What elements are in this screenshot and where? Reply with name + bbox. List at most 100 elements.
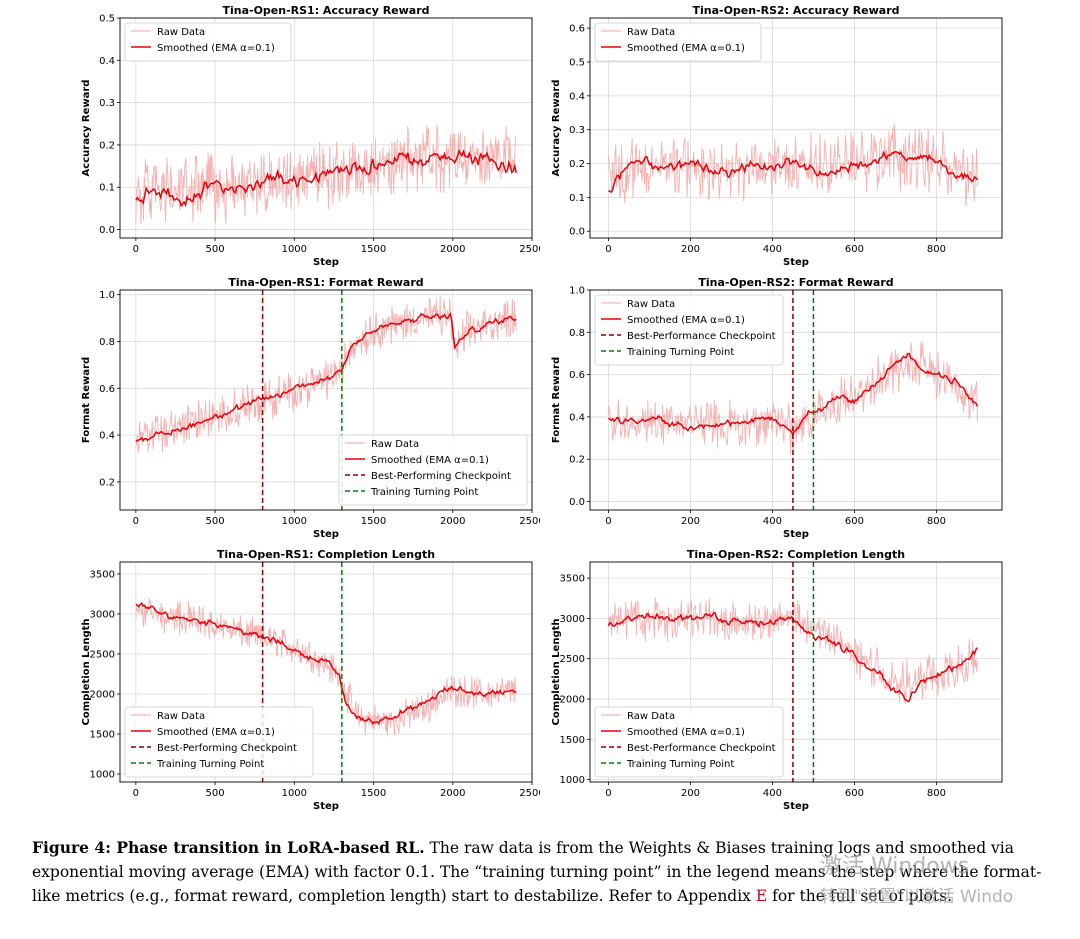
legend-box	[594, 294, 784, 366]
legend: Raw Data Smoothed (EMA α=0.1) Best-Perform…	[594, 294, 784, 366]
x-tick-label: 1000	[282, 244, 307, 255]
x-tick-label: 800	[927, 516, 946, 527]
legend-label: Smoothed (EMA α=0.1)	[627, 315, 745, 326]
appendix-link[interactable]: E	[755, 887, 768, 905]
x-tick-label: 1500	[361, 516, 386, 527]
x-axis-label: Step	[783, 257, 809, 268]
y-tick-label: 0.2	[569, 455, 585, 466]
x-tick-label: 2000	[440, 788, 465, 799]
x-tick-label: 500	[206, 788, 225, 799]
y-tick-label: 0.6	[569, 24, 585, 35]
y-tick-label: 3000	[90, 610, 115, 621]
chart-rs1-format-reward: Tina-Open-RS1: Format Reward 0 500 1000 1500…	[81, 276, 540, 540]
x-tick-label: 800	[927, 788, 946, 799]
y-tick-label: 2500	[560, 654, 585, 665]
x-axis-label: Step	[313, 529, 339, 540]
chart-title: Tina-Open-RS1: Completion Length	[217, 548, 435, 561]
x-axis-label: Step	[783, 529, 809, 540]
figure-caption: Figure 4: Phase transition in LoRA-based…	[32, 836, 1062, 908]
x-tick-label: 600	[845, 244, 864, 255]
legend-label: Raw Data	[627, 711, 675, 722]
legend-label: Training Turning Point	[156, 759, 264, 770]
chart-title: Tina-Open-RS2: Accuracy Reward	[692, 4, 899, 17]
y-tick-label: 0.4	[99, 56, 115, 67]
y-axis-label: Accuracy Reward	[81, 80, 92, 177]
x-tick-label: 0	[605, 516, 611, 527]
y-tick-label: 0.0	[569, 497, 585, 508]
watermark-line-1: 激活 Windows	[820, 854, 970, 879]
y-tick-label: 0.6	[99, 384, 115, 395]
x-tick-label: 200	[681, 244, 700, 255]
y-axis-label: Completion Length	[81, 618, 92, 725]
x-tick-label: 500	[206, 516, 225, 527]
y-tick-label: 0.3	[99, 98, 115, 109]
legend-label: Best-Performance Checkpoint	[627, 743, 776, 754]
y-tick-label: 0.8	[569, 328, 585, 339]
legend-label: Smoothed (EMA α=0.1)	[157, 43, 275, 54]
y-axis-label: Format Reward	[81, 357, 92, 443]
legend-label: Training Turning Point	[626, 759, 734, 770]
series-smoothed-ema	[135, 148, 517, 208]
y-tick-label: 0.0	[569, 227, 585, 238]
legend-box	[594, 706, 784, 778]
legend: Raw Data Smoothed (EMA α=0.1)	[594, 22, 762, 62]
legend: Raw Data Smoothed (EMA α=0.1) Best-Perform…	[124, 706, 314, 778]
x-tick-label: 2500	[519, 516, 540, 527]
x-tick-label: 400	[763, 788, 782, 799]
legend-label: Smoothed (EMA α=0.1)	[157, 727, 275, 738]
y-tick-label: 0.1	[569, 193, 585, 204]
x-tick-label: 0	[133, 788, 139, 799]
legend: Raw Data Smoothed (EMA α=0.1)	[124, 22, 292, 62]
legend-box	[124, 22, 292, 62]
x-tick-label: 2500	[519, 244, 540, 255]
caption-text-end: for the full set of plots.	[767, 887, 952, 905]
chart-rs2-accuracy-reward: Tina-Open-RS2: Accuracy Reward 0 200 400 600…	[551, 4, 1003, 268]
chart-title: Tina-Open-RS2: Format Reward	[698, 276, 893, 289]
x-tick-label: 1500	[361, 244, 386, 255]
x-tick-label: 2000	[440, 516, 465, 527]
y-tick-label: 0.4	[569, 412, 585, 423]
legend-label: Raw Data	[371, 439, 419, 450]
series-raw-data	[135, 124, 517, 224]
series-raw-data	[607, 123, 978, 207]
y-tick-label: 0.5	[569, 58, 585, 69]
y-tick-label: 0.2	[99, 477, 115, 488]
watermark-line-2: 转到"设置"以激活 Windo	[820, 887, 1014, 907]
series-smoothed-ema	[608, 150, 979, 194]
x-tick-label: 1000	[282, 788, 307, 799]
chart-title: Tina-Open-RS1: Format Reward	[228, 276, 423, 289]
legend-label: Smoothed (EMA α=0.1)	[371, 455, 489, 466]
y-axis-label: Completion Length	[551, 618, 562, 725]
y-tick-label: 3500	[90, 570, 115, 581]
legend-label: Raw Data	[627, 299, 675, 310]
x-tick-label: 200	[681, 516, 700, 527]
x-tick-label: 2500	[519, 788, 540, 799]
series-smoothed-ema	[135, 602, 517, 725]
plot-frame	[119, 289, 533, 511]
y-tick-label: 0.0	[99, 225, 115, 236]
y-tick-label: 0.2	[99, 140, 115, 151]
legend: Raw Data Smoothed (EMA α=0.1) Best-Perform…	[594, 706, 784, 778]
y-tick-label: 1.0	[569, 286, 585, 297]
x-tick-label: 600	[845, 788, 864, 799]
y-tick-label: 0.2	[569, 159, 585, 170]
chart-rs2-completion-length: Tina-Open-RS2: Completion Length 0 200 400 6…	[551, 548, 1003, 812]
legend: Raw Data Smoothed (EMA α=0.1) Best-Perform…	[338, 434, 528, 506]
legend-label: Smoothed (EMA α=0.1)	[627, 43, 745, 54]
y-tick-label: 1000	[90, 770, 115, 781]
legend-label: Smoothed (EMA α=0.1)	[627, 727, 745, 738]
plot-frame	[589, 561, 1003, 783]
y-tick-label: 1500	[90, 730, 115, 741]
y-tick-label: 3500	[560, 574, 585, 585]
chart-rs1-accuracy-reward: Tina-Open-RS1: Accuracy Reward 0 500 1000 15…	[81, 4, 540, 268]
y-tick-label: 0.8	[99, 337, 115, 348]
legend-label: Raw Data	[157, 711, 205, 722]
legend-label: Training Turning Point	[626, 347, 734, 358]
x-tick-label: 0	[605, 788, 611, 799]
legend-label: Best-Performing Checkpoint	[371, 471, 511, 482]
y-tick-label: 0.5	[99, 14, 115, 25]
y-tick-label: 0.3	[569, 125, 585, 136]
legend-label: Raw Data	[627, 27, 675, 38]
y-axis-label: Accuracy Reward	[551, 80, 562, 177]
figure-grid: Tina-Open-RS1: Accuracy Reward 0 500 1000 15…	[81, 4, 1003, 812]
